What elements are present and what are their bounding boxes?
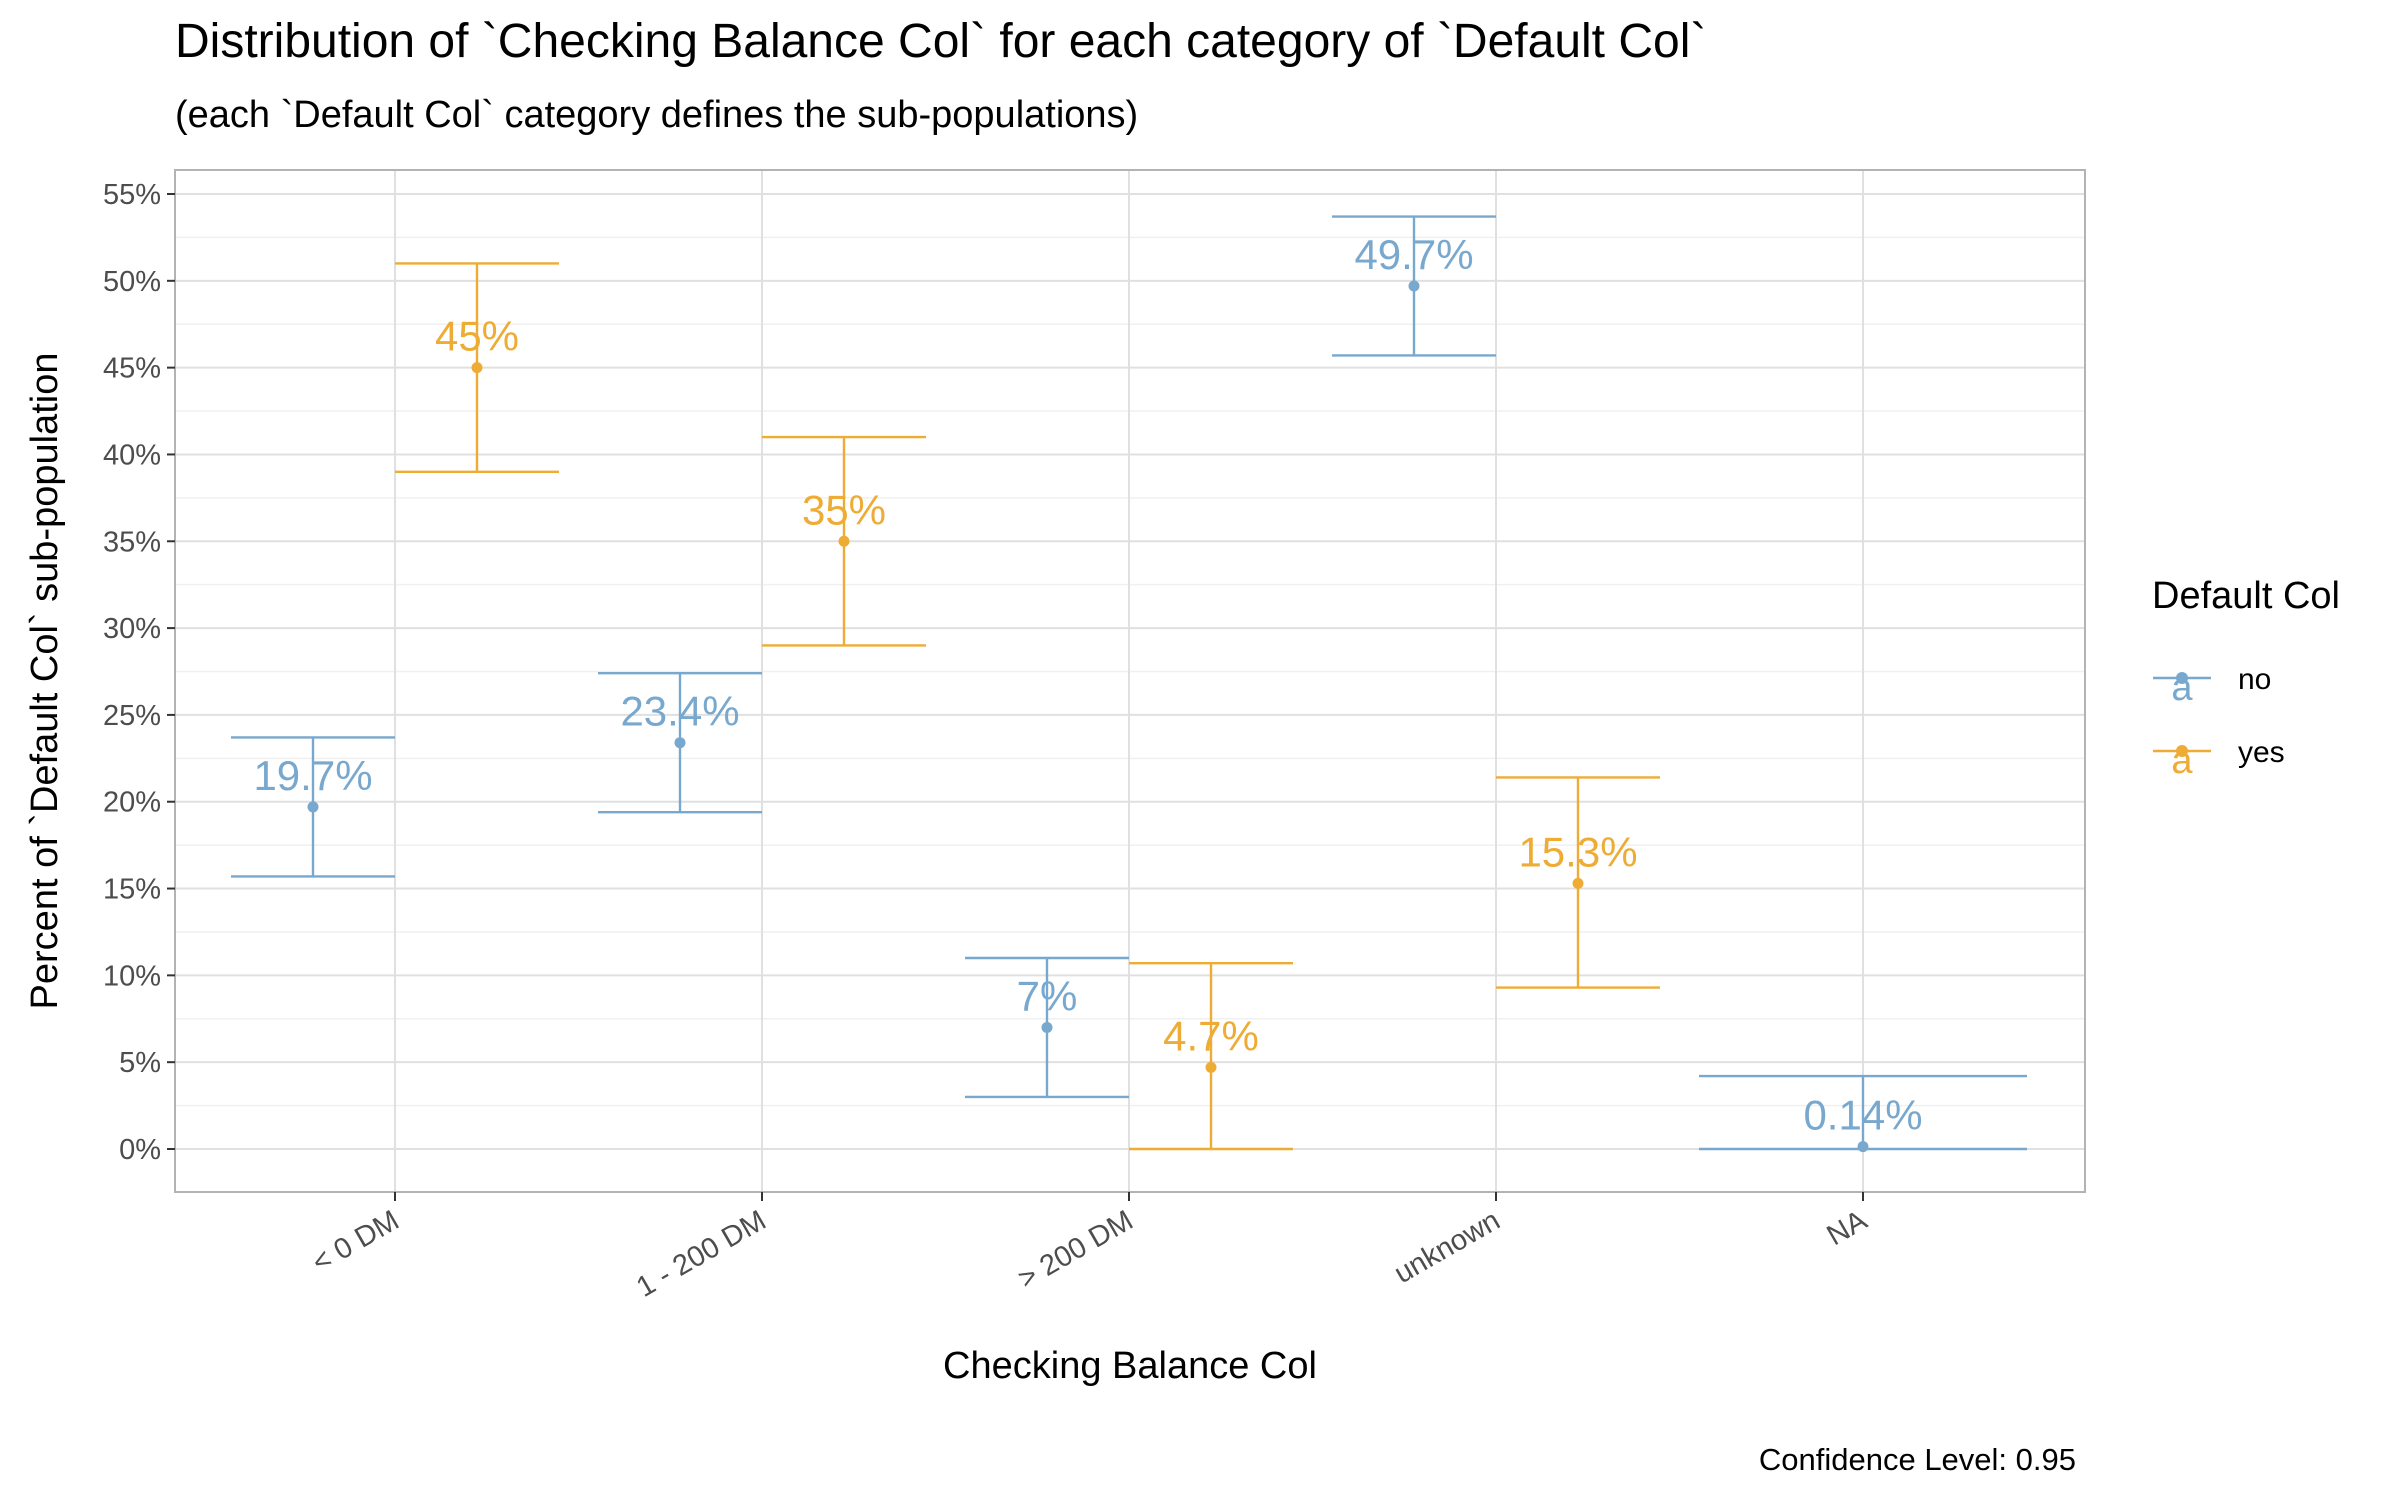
y-tick-label: 5% xyxy=(119,1047,161,1079)
value-label: 0.14% xyxy=(1803,1092,1922,1139)
point-estimate xyxy=(838,535,850,547)
point-estimate xyxy=(307,801,319,813)
value-label: 7% xyxy=(1017,972,1078,1019)
errorbar-yes-< 0 DM: 45% xyxy=(395,262,559,474)
value-label: 45% xyxy=(435,313,519,360)
value-label: 4.7% xyxy=(1163,1012,1259,1059)
value-label: 35% xyxy=(802,486,886,533)
errorbar-no-unknown: 49.7% xyxy=(1332,215,1496,357)
errorbar-yes-> 200 DM: 4.7% xyxy=(1129,962,1293,1151)
point-estimate xyxy=(1205,1061,1217,1073)
y-tick-label: 10% xyxy=(103,960,161,992)
point-estimate xyxy=(471,362,483,374)
y-tick-label: 15% xyxy=(103,874,161,906)
point-estimate xyxy=(1408,280,1420,292)
errorbar-no-< 0 DM: 19.7% xyxy=(231,736,395,878)
confidence-caption: Confidence Level: 0.95 xyxy=(1758,1442,2076,1477)
x-tick-label: unknown xyxy=(1389,1204,1506,1290)
legend-key-point xyxy=(2176,745,2188,757)
y-tick-label: 20% xyxy=(103,787,161,819)
y-tick-label: 45% xyxy=(103,353,161,385)
x-tick-label: > 200 DM xyxy=(1013,1204,1139,1295)
value-label: 49.7% xyxy=(1354,231,1473,278)
y-tick-label: 25% xyxy=(103,700,161,732)
y-tick-label: 0% xyxy=(119,1134,161,1166)
y-tick-label: 55% xyxy=(103,179,161,211)
legend-item-yes: a yes xyxy=(2153,736,2285,782)
axis-layer: 0% 5% 10% 15% 20% 25% 30% 35% 40% 45% 50% 55% < 0 DM… xyxy=(103,179,1873,1304)
point-estimate xyxy=(1572,877,1584,889)
x-axis-title: Checking Balance Col xyxy=(943,1345,1317,1387)
legend-label: no xyxy=(2238,663,2271,696)
legend-label: yes xyxy=(2238,736,2285,769)
legend-title: Default Col xyxy=(2152,575,2340,617)
y-tick-label: 35% xyxy=(103,526,161,558)
y-axis-title: Percent of `Default Col` sub-population xyxy=(24,353,66,1010)
legend: Default Col a no a yes xyxy=(2152,575,2340,782)
legend-item-no: a no xyxy=(2153,663,2271,709)
point-estimate xyxy=(674,737,686,749)
x-tick-label: < 0 DM xyxy=(307,1204,405,1279)
y-tick-label: 50% xyxy=(103,266,161,298)
y-tick-label: 30% xyxy=(103,613,161,645)
point-estimate xyxy=(1041,1021,1053,1033)
errorbar-layer: 19.7% 23.4% 7% 49.7% 0.14% 45% 35% 4.7% 15.3% xyxy=(231,215,2027,1153)
point-estimate xyxy=(1857,1141,1869,1153)
x-tick-label: NA xyxy=(1822,1204,1873,1252)
value-label: 19.7% xyxy=(253,752,372,799)
legend-key-glyph: a xyxy=(2171,667,2193,709)
value-label: 23.4% xyxy=(620,688,739,735)
legend-key-glyph: a xyxy=(2171,740,2193,782)
errorbar-yes-unknown: 15.3% xyxy=(1496,776,1660,989)
chart-subtitle: (each `Default Col` category defines the… xyxy=(175,94,1139,136)
y-tick-label: 40% xyxy=(103,439,161,471)
errorbar-yes-1 - 200 DM: 35% xyxy=(762,435,926,647)
chart-title: Distribution of `Checking Balance Col` f… xyxy=(175,15,1707,68)
value-label: 15.3% xyxy=(1518,828,1637,875)
legend-key-point xyxy=(2176,672,2188,684)
x-tick-label: 1 - 200 DM xyxy=(631,1204,771,1303)
legend-items: a no a yes xyxy=(2153,663,2285,782)
errorbar-no-NA: 0.14% xyxy=(1699,1074,2027,1153)
errorbar-no-> 200 DM: 7% xyxy=(965,956,1129,1099)
errorbar-no-1 - 200 DM: 23.4% xyxy=(598,672,762,814)
